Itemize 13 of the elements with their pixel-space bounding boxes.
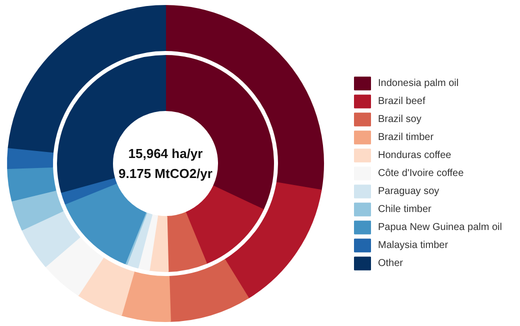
legend-label: Chile timber <box>378 204 432 214</box>
text: 9.175 MtCO2/yr <box>118 166 212 181</box>
legend-label: Malaysia timber <box>378 240 448 250</box>
legend-label: Côte d'Ivoire coffee <box>378 168 464 178</box>
legend-label: Brazil timber <box>378 132 434 142</box>
legend-label: Brazil beef <box>378 96 426 106</box>
legend-label: Paraguay soy <box>378 186 440 196</box>
legend-label: Other <box>378 258 404 268</box>
text: 15,964 ha/yr <box>128 146 203 161</box>
legend-label: Indonesia palm oil <box>378 78 459 88</box>
legend-label: Brazil soy <box>378 114 422 124</box>
legend-label: Honduras coffee <box>378 150 452 160</box>
legend-label: Papua New Guinea palm oil <box>378 222 502 232</box>
